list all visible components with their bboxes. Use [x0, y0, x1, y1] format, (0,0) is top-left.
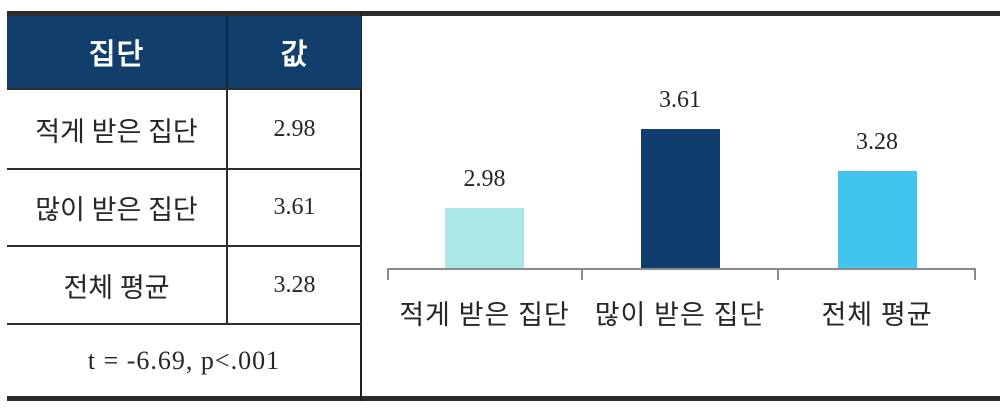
bar-group: 2.98 [387, 11, 582, 268]
top-rule [7, 11, 1000, 16]
axis-tick [777, 268, 779, 280]
bar-value-label: 3.61 [659, 87, 701, 113]
table-header-value: 값 [226, 16, 361, 88]
category-label: 많이 받은 집단 [594, 300, 766, 330]
table-row-label: 적게 받은 집단 [7, 88, 226, 168]
bar-chart: 2.98 3.61 3.28 적게 받은 집단 많이 받은 집단 전체 평균 [363, 11, 1006, 401]
table-row-label: 많이 받은 집단 [7, 168, 226, 245]
bar-value-label: 3.28 [856, 129, 898, 155]
category-label: 전체 평균 [821, 300, 933, 330]
table-row-value: 3.61 [226, 168, 361, 245]
axis-tick [581, 268, 583, 280]
bar [640, 129, 720, 268]
table-row-value: 3.28 [226, 245, 361, 323]
bar-value-label: 2.98 [463, 166, 506, 192]
category-label: 적게 받은 집단 [399, 300, 570, 330]
stats-table: 집단 값 적게 받은 집단 2.98 많이 받은 집단 3.61 전체 평균 3… [7, 16, 361, 396]
table-row-value: 2.98 [226, 88, 361, 168]
bar [837, 171, 917, 268]
x-axis-line [387, 268, 976, 270]
axis-tick [974, 268, 976, 280]
axis-tick [387, 268, 389, 280]
t-test-result: t = -6.69, p<.001 [7, 323, 361, 396]
table-header-group: 집단 [7, 16, 226, 88]
bar [445, 208, 524, 268]
table-chart-divider [360, 11, 362, 401]
bar-group: 3.61 [582, 11, 778, 268]
table-row-label: 전체 평균 [7, 245, 226, 323]
bottom-rule [7, 396, 1000, 401]
bar-group: 3.28 [778, 11, 976, 268]
